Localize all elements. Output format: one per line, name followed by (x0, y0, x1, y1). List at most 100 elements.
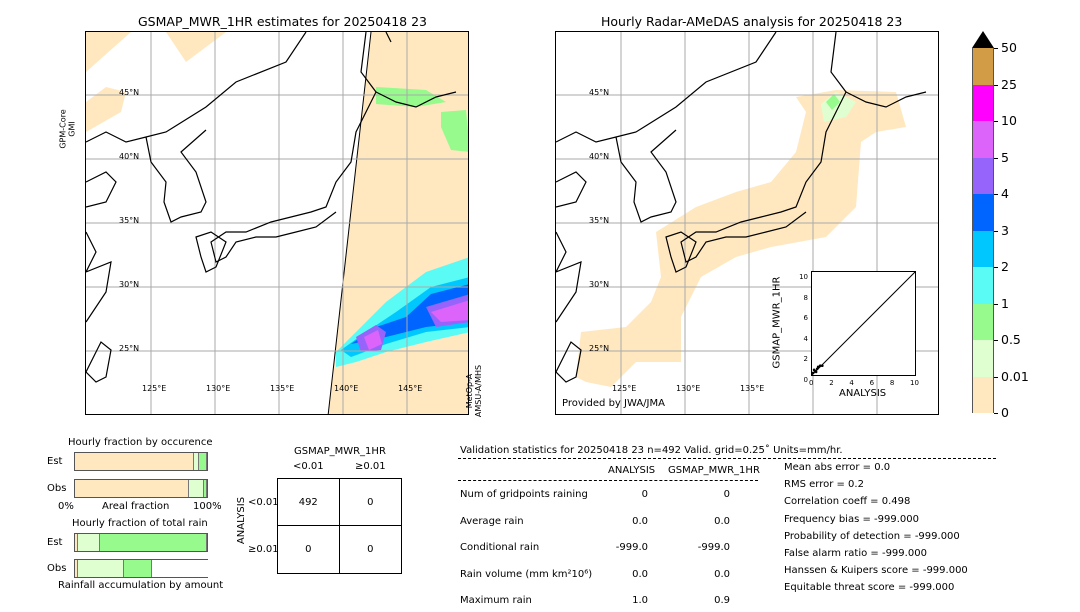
left-map: 45°N 40°N 35°N 30°N 25°N 125°E 130°E 135… (85, 31, 469, 415)
xtick: 6 (869, 379, 875, 387)
stats-row-analysis: 0 (641, 489, 648, 500)
lon-label-125: 125°E (142, 384, 167, 393)
inset-yticks: 10 8 6 4 2 0 (792, 272, 808, 385)
bar-segment (124, 560, 153, 577)
cell-hit-neg: 492 (278, 479, 340, 526)
ytick: 0 (803, 375, 808, 384)
contingency-col1: <0.01 (293, 461, 324, 472)
bar-segment (75, 453, 194, 470)
score-line: Equitable threat score = -999.000 (784, 582, 955, 594)
inset-xticks: 0 2 4 6 8 10 (809, 379, 919, 387)
bar-segment (204, 480, 207, 497)
stats-row-label: Rain volume (mm km²10⁶) (460, 568, 593, 580)
rain-obs-bar (74, 559, 208, 578)
bar-segment (77, 560, 125, 577)
lon-label-140: 140°E (334, 384, 359, 393)
cell-hit: 0 (367, 544, 374, 555)
scatter-points (811, 364, 824, 375)
sensor-label-left: GPM-Core GMI (59, 109, 77, 148)
lon-label-130: 130°E (676, 384, 701, 393)
xtick: 10 (910, 379, 919, 387)
coastlines (86, 32, 457, 383)
scatter-point (816, 365, 820, 369)
stats-row-analysis: 0.0 (632, 515, 648, 527)
colorbar-tick (994, 157, 998, 159)
stats-row-label: Num of gridpoints raining (460, 489, 588, 500)
inset-scatter (811, 271, 916, 376)
bar-segment (75, 480, 189, 497)
contingency-row1: <0.01 (248, 497, 279, 508)
colorbar-tick-label: 0.5 (1001, 332, 1021, 347)
colorbar-tick (994, 230, 998, 232)
sensor-name: GPM-Core (58, 109, 68, 149)
stats-row-analysis: 0.0 (632, 568, 648, 580)
contingency-row2: ≥0.01 (248, 544, 279, 555)
ytick: 10 (799, 273, 808, 281)
scatter-point (818, 364, 822, 368)
rain-est-bar (74, 533, 208, 552)
lon-label-125: 125°E (612, 384, 637, 393)
xtick: 4 (849, 379, 854, 387)
cell-false-alarm: 0 (339, 479, 401, 526)
contingency-ylabel: ANALYSIS (236, 496, 248, 545)
bar-segment (75, 560, 78, 577)
china-land-shade (86, 87, 126, 132)
stats-header: Validation statistics for 20250418 23 n=… (460, 445, 843, 456)
score-line: Correlation coeff = 0.498 (784, 496, 911, 508)
lon-label-130: 130°E (206, 384, 231, 393)
lat-label-45: 45°N (119, 88, 140, 97)
stats-row-gsmap: 0.0 (714, 568, 730, 580)
rain-field-south (336, 257, 468, 367)
colorbar-tick-label: 25 (1001, 76, 1017, 92)
occ-obs-label: Obs (47, 483, 67, 494)
stats-col-analysis: ANALYSIS (608, 465, 656, 476)
bar-segment (193, 453, 200, 470)
score-line: False alarm ratio = -999.000 (784, 548, 927, 559)
credit-text: Provided by JWA/JMA (562, 398, 665, 409)
china-land-shade (86, 32, 131, 72)
lon-label-135: 135°E (270, 384, 295, 393)
bar-segment (100, 534, 207, 551)
colorbar-segment (972, 121, 994, 158)
colorbar-tick (994, 376, 998, 378)
colorbar-tick (994, 267, 998, 268)
occ-obs-bar (74, 479, 208, 498)
stats-divider (458, 458, 996, 459)
colorbar-tick-label: 50 (1001, 40, 1017, 55)
score-line: Hanssen & Kuipers score = -999.000 (784, 565, 968, 577)
lat-label-35: 35°N (589, 216, 610, 225)
rain-est-label: Est (47, 537, 63, 548)
rain-xlabel: Rainfall accumulation by amount (58, 580, 224, 591)
colorbar-tick-label: 4 (1001, 186, 1009, 201)
sensor-instrument: GMI (67, 121, 77, 137)
lat-label-25: 25°N (589, 344, 610, 353)
colorbar-tick-label: 0.01 (1001, 368, 1029, 384)
ytick: 6 (803, 314, 808, 323)
colorbar-segment (972, 48, 994, 85)
colorbar-tick-label: 5 (1001, 149, 1009, 165)
contingency-col2: ≥0.01 (355, 461, 386, 472)
occurrence-title: Hourly fraction by occurence (68, 437, 213, 448)
bar-segment (188, 480, 205, 497)
swath-edge (327, 32, 372, 414)
left-map-canvas (86, 32, 468, 414)
bar-segment (199, 453, 207, 470)
inset-ylabel: GSMAP_MWR_1HR (771, 276, 783, 369)
stats-row-analysis: -999.0 (615, 542, 648, 553)
score-line: Probability of detection = -999.000 (784, 530, 960, 542)
colorbar-tick-label: 0 (1001, 405, 1009, 420)
xtick: 8 (889, 379, 895, 387)
lon-label-135: 135°E (740, 384, 765, 393)
sensor-instrument: AMSU-A/MHS (474, 364, 484, 418)
sensor-name: MetOp-A (465, 373, 475, 409)
bar-segment (75, 534, 78, 551)
occ-est-bar (74, 452, 208, 471)
occ-xlabel: Areal fraction (102, 501, 170, 512)
stats-row-gsmap: -999.0 (697, 542, 730, 553)
colorbar-tick-label: 1 (1001, 295, 1009, 311)
scatter-point (815, 367, 819, 371)
colorbar-segment (972, 230, 994, 267)
radar-coverage (576, 90, 906, 387)
lat-label-25: 25°N (119, 344, 140, 353)
scatter-point (811, 371, 815, 375)
